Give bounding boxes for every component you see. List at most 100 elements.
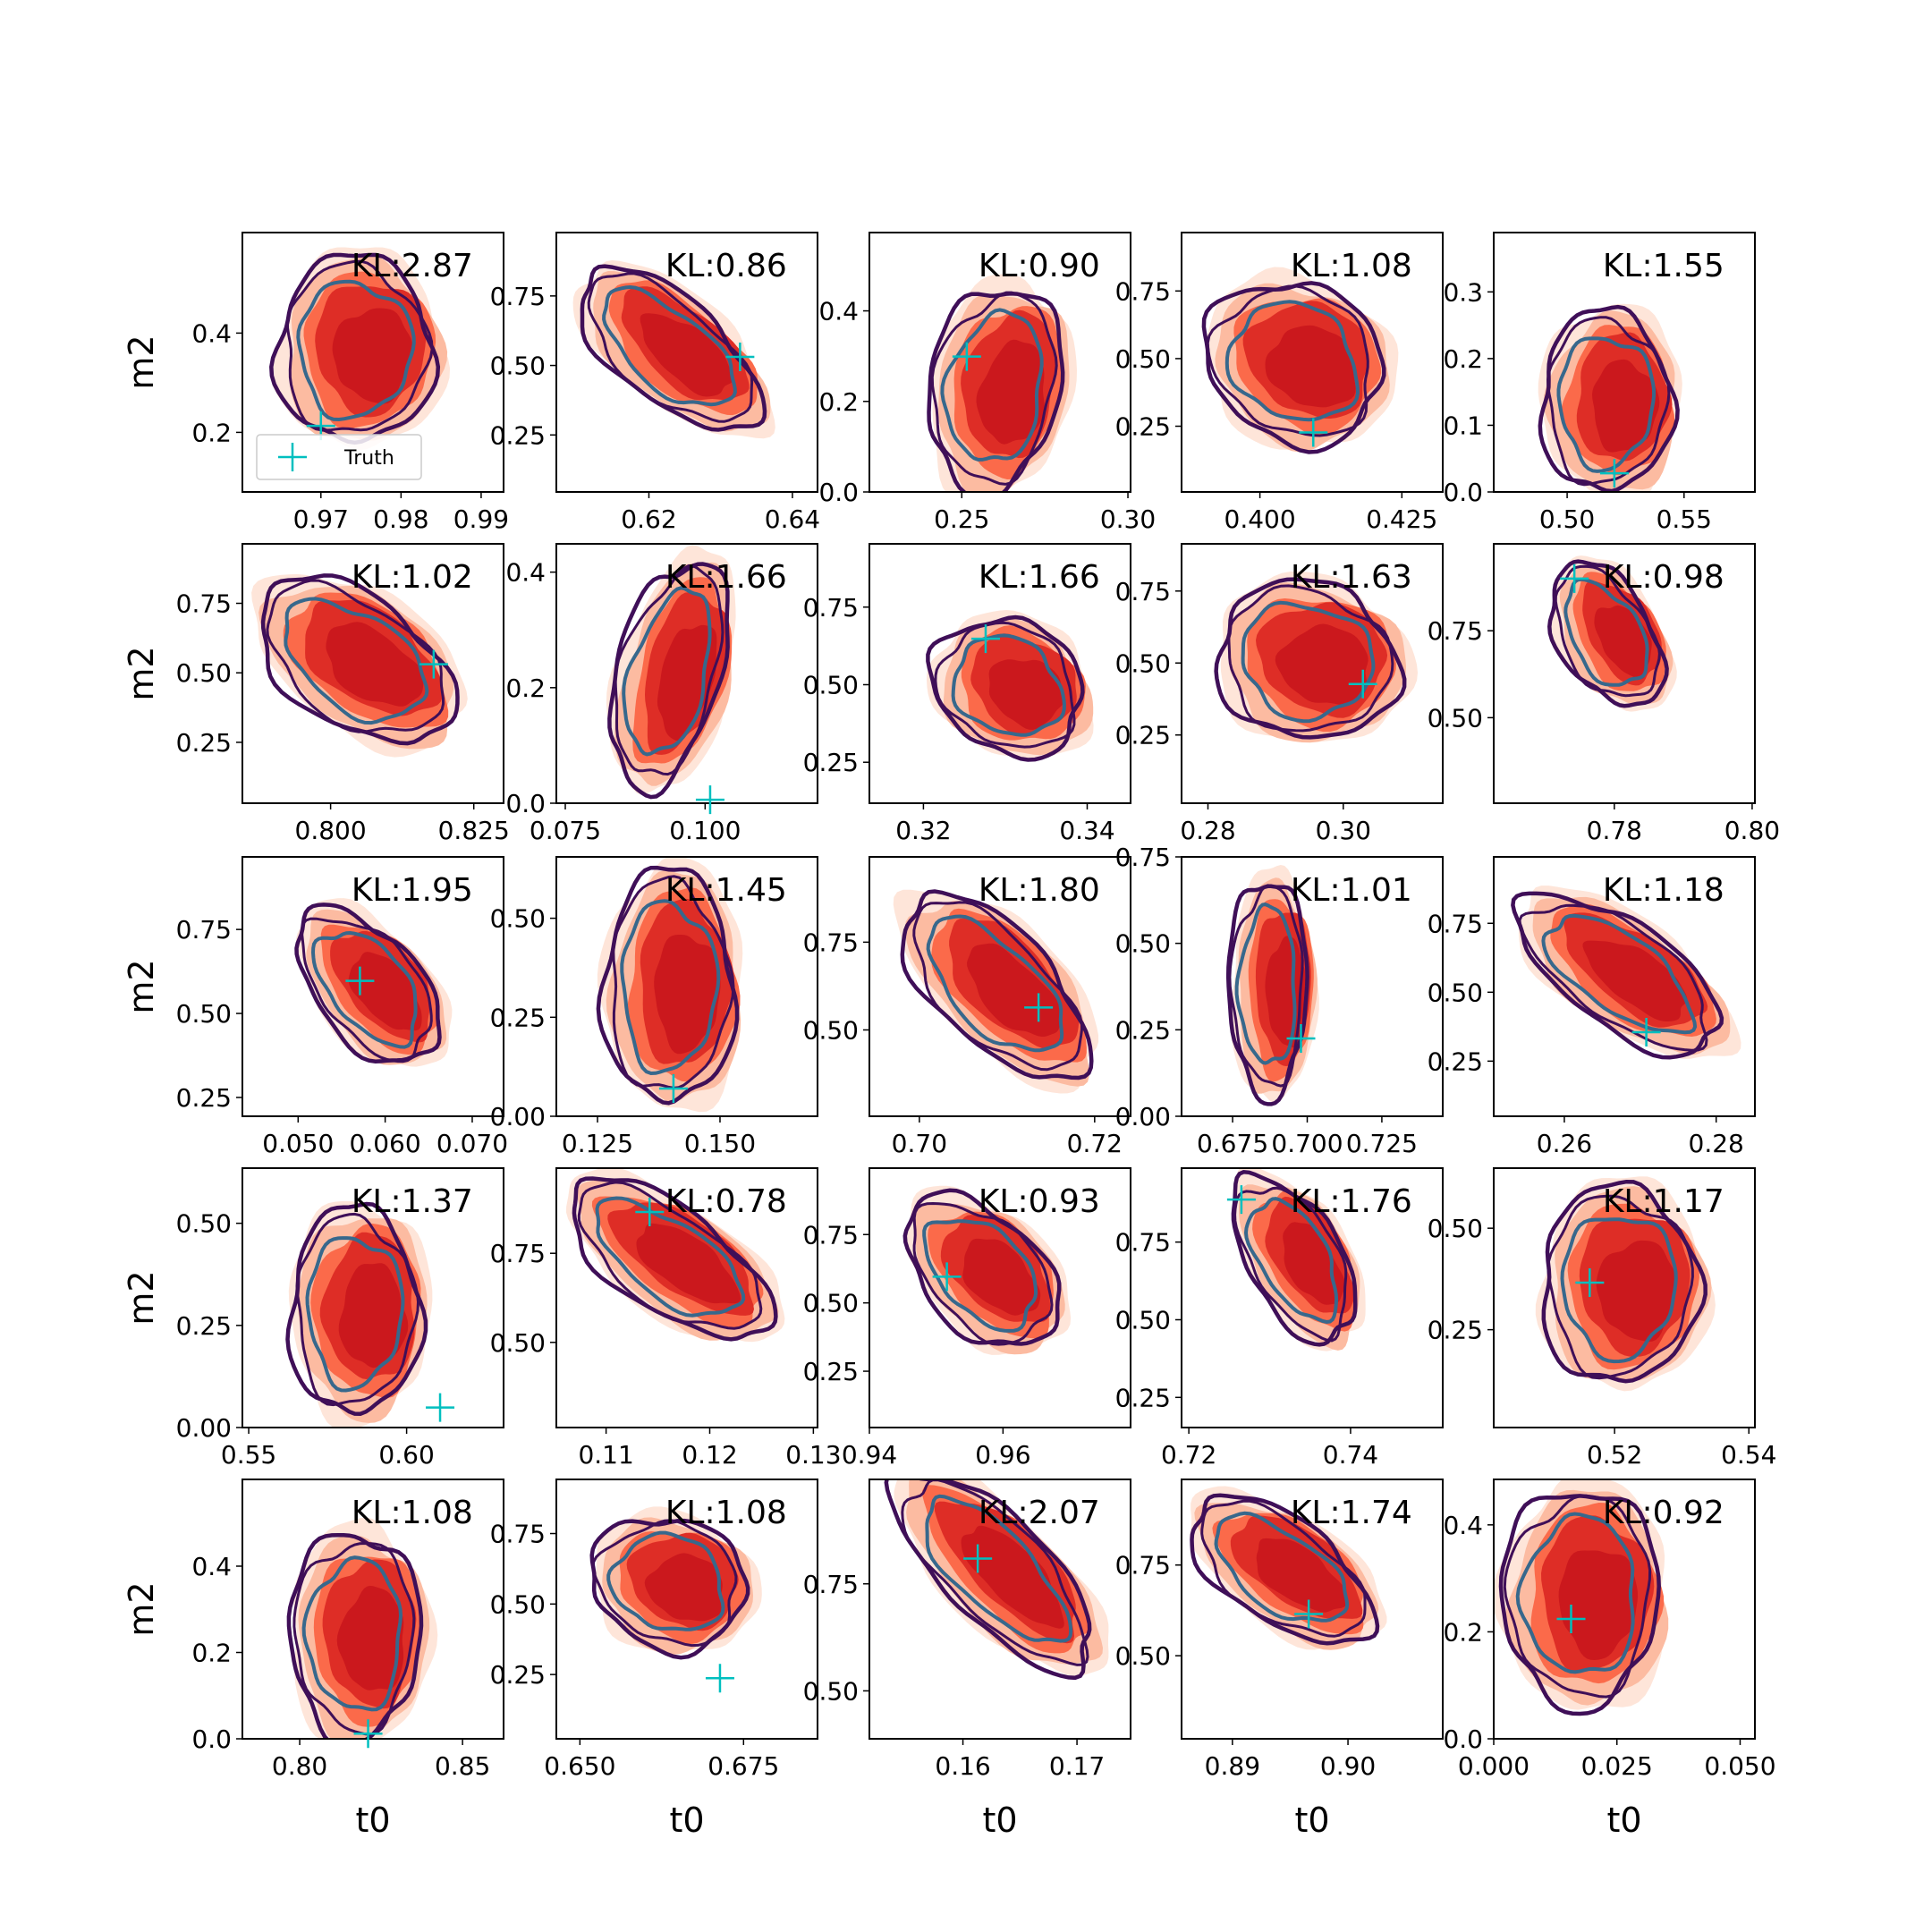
truth-marker xyxy=(1294,1599,1324,1629)
contour-line xyxy=(294,902,442,1063)
density-fill xyxy=(644,1553,724,1622)
y-tick-label: 0.50 xyxy=(490,352,546,381)
contour-line xyxy=(930,291,1058,486)
annotation: KL:2.87 xyxy=(352,248,473,284)
annotation: KL:1.55 xyxy=(1603,248,1724,284)
axes-frame xyxy=(869,232,1131,493)
contours xyxy=(596,857,743,1113)
truth-marker xyxy=(658,1074,688,1104)
annotation: KL:1.08 xyxy=(1291,248,1412,284)
density-fill xyxy=(1558,1550,1639,1660)
contour-line xyxy=(926,614,1085,762)
axes-frame xyxy=(555,1479,818,1740)
y-tick-label: 0.50 xyxy=(1115,1305,1171,1335)
y-tick-label: 0.25 xyxy=(490,1660,546,1690)
contours xyxy=(566,1168,785,1343)
y-tick-label: 0.75 xyxy=(490,1239,546,1268)
y-tick-label: 0.3 xyxy=(1443,277,1483,307)
x-tick-label: 0.800 xyxy=(295,816,367,845)
density-fill xyxy=(332,308,413,404)
axes-frame xyxy=(1181,856,1444,1117)
contour-line xyxy=(901,1479,1089,1666)
contour-line xyxy=(1201,281,1386,454)
density-fill xyxy=(988,659,1065,730)
y-tick-label: 0.1 xyxy=(1443,411,1483,440)
y-tick-label: 0.4 xyxy=(1443,1511,1483,1540)
y-tick-label: 0.75 xyxy=(803,1220,859,1250)
truth-marker xyxy=(353,1719,383,1749)
y-tick-label: 0.50 xyxy=(1428,703,1483,733)
contour-line xyxy=(1515,1512,1635,1674)
y-tick-label: 0.2 xyxy=(505,674,546,703)
contour-line xyxy=(620,899,721,1076)
x-tick-label: 0.85 xyxy=(435,1751,490,1781)
contours xyxy=(606,545,736,800)
contours xyxy=(1511,886,1741,1060)
x-tick-label: 0.94 xyxy=(842,1440,897,1470)
annotation: KL:1.74 xyxy=(1291,1495,1412,1531)
y-tick-label: 0.4 xyxy=(191,1552,232,1581)
density-fill xyxy=(962,1238,1041,1316)
x-tick-label: 0.725 xyxy=(1346,1129,1418,1158)
y-tick-label: 0.4 xyxy=(505,558,546,588)
annotation: KL:1.01 xyxy=(1291,872,1412,909)
contours xyxy=(251,573,468,758)
x-tick-label: 0.70 xyxy=(892,1129,947,1158)
truth-marker xyxy=(1299,418,1328,447)
truth-marker xyxy=(963,1544,993,1573)
y-tick-label: 0.75 xyxy=(176,915,232,945)
x-tick-label: 0.28 xyxy=(1180,816,1235,845)
contour-line xyxy=(301,1555,403,1712)
contour-line xyxy=(1228,884,1304,1088)
annotation: KL:1.80 xyxy=(979,872,1100,909)
x-tick-label: 0.55 xyxy=(1657,504,1712,534)
y-axis-label: m2 xyxy=(122,335,161,389)
y-tick-label: 0.50 xyxy=(803,1015,859,1045)
y-tick-label: 0.25 xyxy=(1115,1383,1171,1412)
x-tick-label: 0.74 xyxy=(1323,1440,1378,1470)
y-tick-label: 0.50 xyxy=(803,1289,859,1318)
axes-frame xyxy=(869,1479,1131,1740)
y-tick-label: 0.2 xyxy=(818,387,859,417)
truth-marker xyxy=(695,785,724,815)
density-fill xyxy=(967,943,1060,1037)
x-tick-label: 0.675 xyxy=(708,1751,779,1781)
x-tick-label: 0.11 xyxy=(578,1440,633,1470)
contour-line xyxy=(1511,891,1724,1060)
x-tick-label: 0.98 xyxy=(373,504,428,534)
contour-line xyxy=(1498,1494,1661,1716)
axes-frame xyxy=(869,543,1131,804)
contours xyxy=(893,889,1099,1094)
density-fill xyxy=(1275,623,1368,706)
y-tick-label: 0.2 xyxy=(191,418,232,447)
density-fill xyxy=(640,313,733,397)
y-tick-label: 0.25 xyxy=(1115,721,1171,750)
y-tick-label: 0.25 xyxy=(1428,1316,1483,1345)
contour-line xyxy=(622,586,712,757)
contours xyxy=(884,1479,1109,1681)
contour-line xyxy=(1200,1499,1367,1638)
axes-frame xyxy=(869,1167,1131,1428)
density-fill xyxy=(976,339,1045,445)
annotation: KL:1.63 xyxy=(1291,559,1412,596)
contour-line xyxy=(1225,884,1309,1106)
x-tick-label: 0.64 xyxy=(765,504,820,534)
contours xyxy=(927,274,1077,492)
x-tick-label: 0.32 xyxy=(895,816,951,845)
truth-marker xyxy=(1631,1018,1661,1046)
y-tick-label: 0.75 xyxy=(490,1520,546,1549)
contours xyxy=(1190,1486,1387,1650)
truth-marker xyxy=(419,649,448,679)
x-tick-label: 0.17 xyxy=(1049,1751,1105,1781)
contour-line xyxy=(1546,1194,1694,1380)
axes-frame xyxy=(1493,543,1756,804)
x-tick-label: 0.34 xyxy=(1059,816,1114,845)
x-tick-label: 0.99 xyxy=(453,504,509,534)
x-tick-label: 0.55 xyxy=(221,1440,276,1470)
contours xyxy=(1225,865,1319,1106)
x-tick-label: 0.89 xyxy=(1205,1751,1260,1781)
contour-line xyxy=(1243,1197,1339,1325)
y-tick-label: 0.25 xyxy=(176,728,232,758)
annotation: KL:1.95 xyxy=(352,872,473,909)
